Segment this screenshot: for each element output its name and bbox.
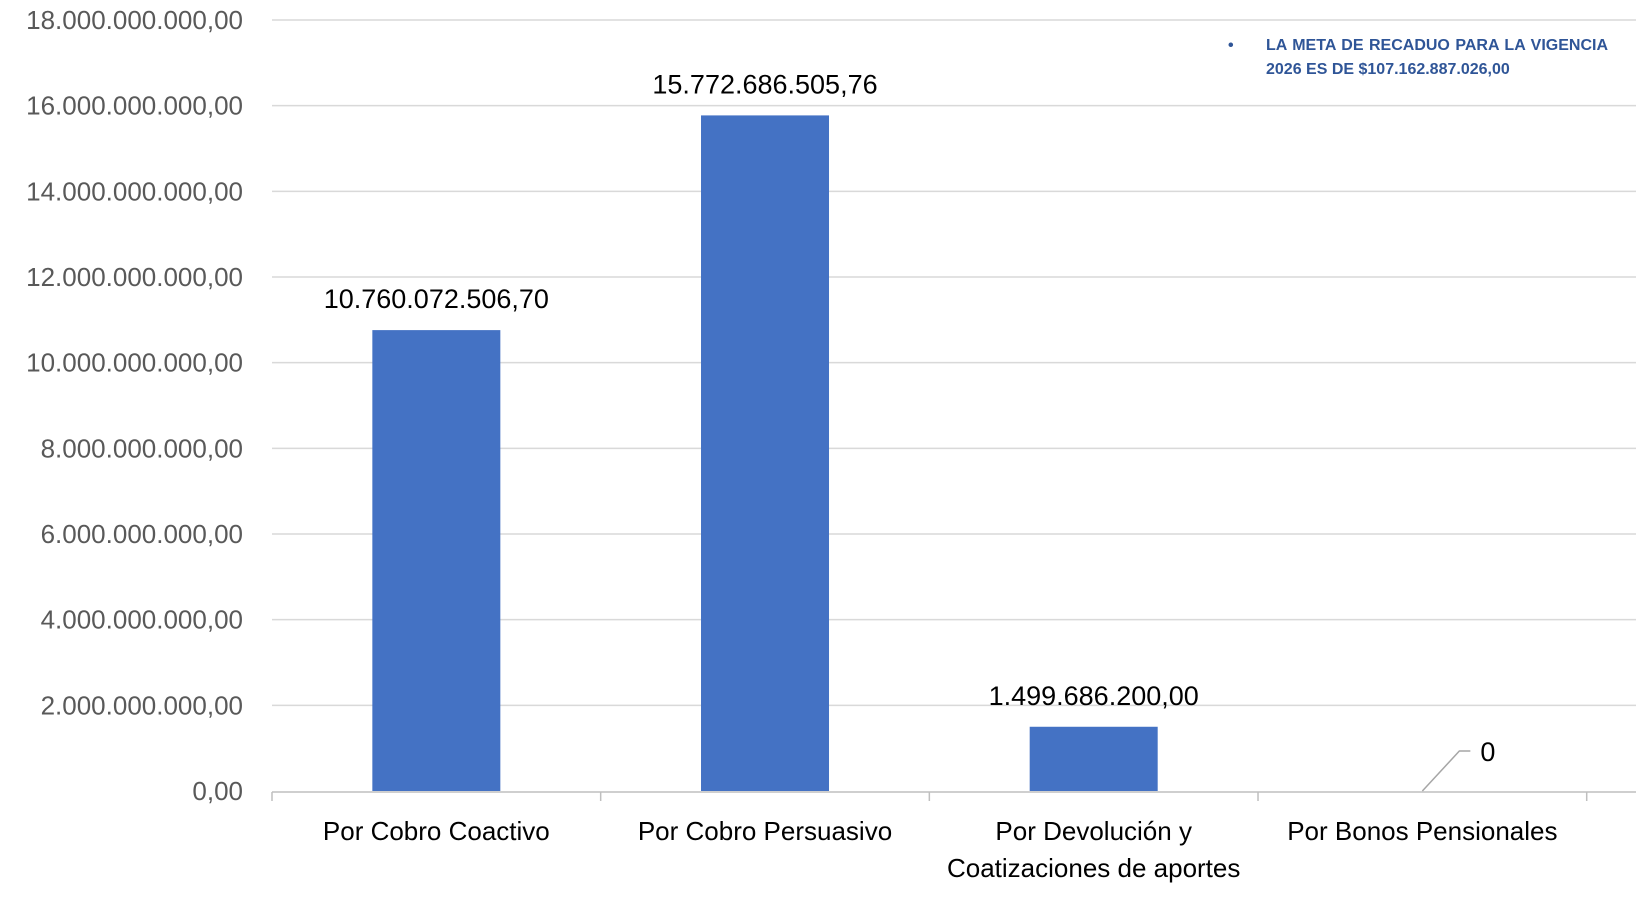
x-category-label: Por Bonos Pensionales	[1287, 816, 1557, 846]
data-label: 10.760.072.506,70	[324, 284, 549, 314]
bar	[701, 115, 830, 791]
y-tick-label: 10.000.000.000,00	[26, 348, 243, 378]
y-tick-label: 16.000.000.000,00	[26, 91, 243, 121]
y-tick-label: 12.000.000.000,00	[26, 262, 243, 292]
recaudo-goal-note: • LA META DE RECADUO PARA LA VIGENCIA 20…	[1228, 34, 1608, 82]
data-label: 0	[1480, 737, 1495, 767]
data-label: 15.772.686.505,76	[652, 69, 877, 99]
x-category-label: Por Devolución y	[995, 816, 1192, 846]
bars	[372, 115, 1158, 791]
x-axis	[271, 791, 1636, 801]
y-tick-label: 0,00	[192, 776, 243, 806]
x-category-label: Por Cobro Persuasivo	[638, 816, 892, 846]
x-category-label: Por Cobro Coactivo	[323, 816, 550, 846]
y-tick-label: 8.000.000.000,00	[41, 433, 243, 463]
bar	[372, 330, 501, 791]
x-axis-category-labels: Por Cobro Coactivo Por Cobro Persuasivo Po…	[323, 816, 1558, 883]
data-labels: 10.760.072.506,70 15.772.686.505,76 1.499.…	[324, 69, 1495, 792]
y-tick-label: 18.000.000.000,00	[26, 5, 243, 35]
y-tick-label: 14.000.000.000,00	[26, 176, 243, 206]
data-label-leader-line	[1421, 750, 1471, 792]
y-axis-tick-labels: 0,00 2.000.000.000,00 4.000.000.000,00 6.00…	[26, 5, 243, 806]
note-text: LA META DE RECADUO PARA LA VIGENCIA 2026…	[1266, 37, 1608, 78]
note-bullet: •	[1228, 37, 1234, 54]
x-category-label: Coatizaciones de aportes	[947, 853, 1240, 883]
data-label: 1.499.686.200,00	[989, 681, 1199, 711]
y-tick-label: 4.000.000.000,00	[41, 605, 243, 635]
y-tick-label: 2.000.000.000,00	[41, 690, 243, 720]
bar	[1029, 726, 1158, 791]
y-tick-label: 6.000.000.000,00	[41, 519, 243, 549]
